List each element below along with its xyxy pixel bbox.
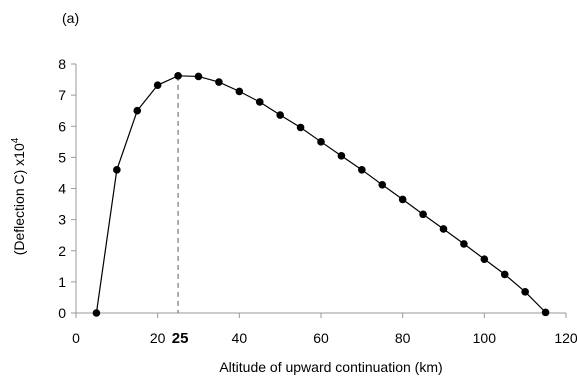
y-tick-label: 5 [58, 149, 66, 165]
x-tick-label: 60 [313, 330, 329, 346]
data-point [174, 72, 182, 80]
data-point [255, 98, 264, 106]
data-point [235, 87, 244, 96]
y-tick-label: 6 [58, 118, 66, 134]
data-point [113, 166, 121, 174]
data-point [296, 123, 305, 132]
data-point [500, 270, 509, 279]
data-point [317, 138, 325, 146]
x-tick-label: 120 [554, 330, 577, 346]
y-tick-label: 1 [58, 274, 66, 290]
data-point [276, 111, 284, 119]
data-point [541, 308, 550, 317]
y-tick-label: 8 [58, 56, 66, 72]
x-tick-label: 0 [72, 330, 80, 346]
panel-label: (a) [62, 10, 79, 26]
peak-label: 25 [172, 330, 189, 347]
data-point [398, 195, 407, 204]
data-point [419, 210, 427, 219]
y-tick-label: 0 [58, 305, 66, 321]
data-point [215, 78, 223, 86]
y-tick-label: 7 [58, 87, 66, 103]
y-tick-label: 4 [58, 181, 66, 197]
y-tick-label: 3 [58, 212, 66, 228]
data-point [439, 225, 448, 233]
x-tick-label: 80 [395, 330, 411, 346]
x-tick-label: 40 [232, 330, 248, 346]
x-tick-label: 100 [473, 330, 497, 346]
data-point [521, 288, 529, 296]
series-points [92, 72, 550, 317]
data-point [92, 309, 101, 317]
data-point [480, 255, 489, 263]
y-tick-label: 2 [58, 243, 66, 259]
data-point [460, 240, 468, 248]
y-axis-title-superscript: 4 [10, 137, 21, 143]
data-point [358, 166, 366, 174]
x-axis-title: Altitude of upward continuation (km) [219, 359, 442, 375]
data-point [378, 180, 387, 189]
x-tick-label: 20 [150, 330, 166, 346]
y-axis-ticks: 0 1 2 3 4 5 6 7 8 [58, 56, 76, 321]
data-point [337, 152, 346, 160]
series-line [95, 75, 547, 314]
y-axis-title: (Deflection C) x104 [10, 137, 27, 255]
data-point [153, 81, 162, 89]
x-axis-ticks: 0 20 40 60 80 100 120 [72, 313, 577, 346]
y-axis-title-main: (Deflection C) x10 [11, 143, 27, 255]
data-point [133, 106, 142, 115]
data-point [194, 72, 203, 81]
